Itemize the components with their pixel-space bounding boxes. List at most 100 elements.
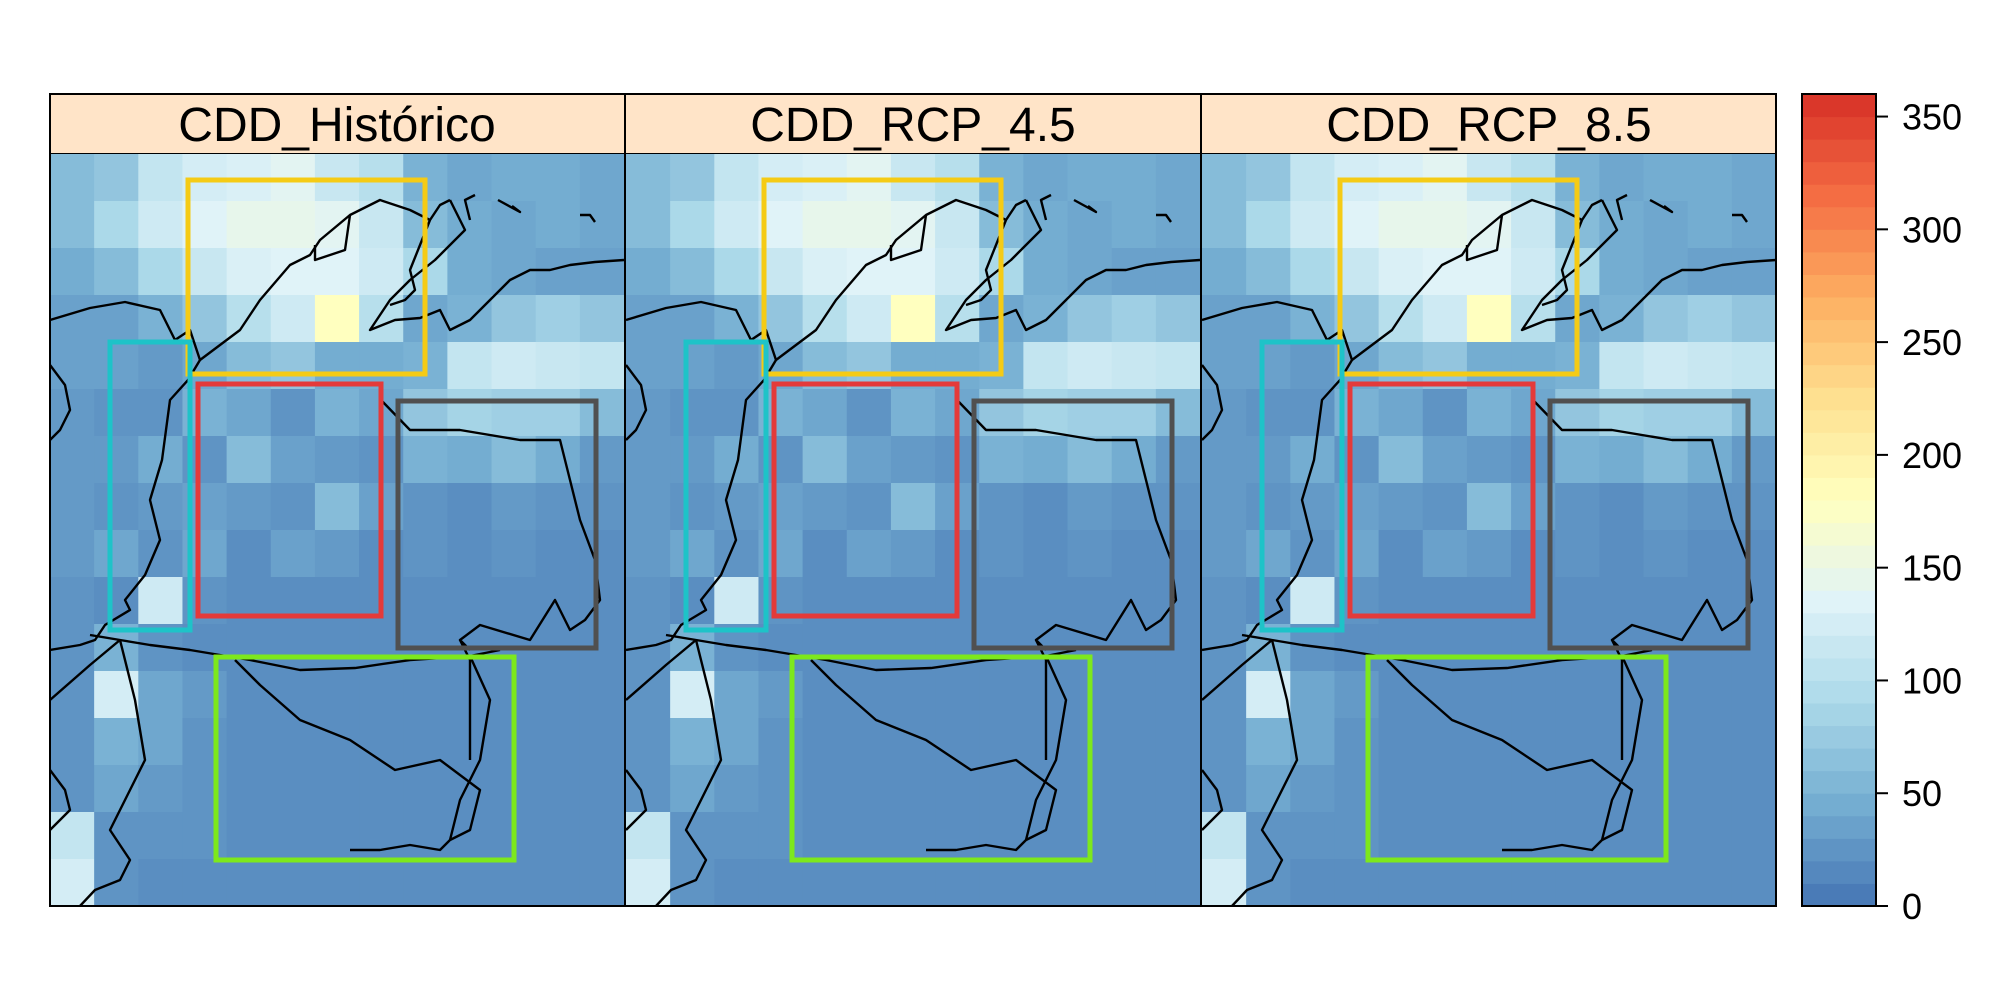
raster-cell bbox=[890, 248, 936, 296]
raster-cell bbox=[359, 201, 404, 249]
raster-cell bbox=[1202, 577, 1247, 625]
raster-cell bbox=[1023, 765, 1069, 813]
raster-cell bbox=[935, 859, 980, 907]
raster-cell bbox=[94, 718, 139, 766]
raster-cell bbox=[1246, 436, 1291, 484]
raster-cell bbox=[447, 342, 493, 390]
raster-cell bbox=[1687, 389, 1733, 437]
raster-cell bbox=[1290, 201, 1336, 249]
raster-cell bbox=[1555, 765, 1600, 813]
colorbar-band bbox=[1802, 409, 1876, 433]
raster-cell bbox=[314, 530, 360, 578]
raster-cell bbox=[226, 530, 272, 578]
colorbar-band bbox=[1802, 815, 1876, 839]
raster-cell bbox=[935, 718, 980, 766]
raster-cell bbox=[403, 812, 448, 860]
raster-cell bbox=[758, 812, 804, 860]
colorbar-band bbox=[1802, 770, 1876, 794]
raster-cell bbox=[1731, 765, 1777, 813]
coastline-segment bbox=[79, 639, 147, 906]
panel-rcp45: CDD_RCP_4.5 bbox=[626, 94, 1201, 907]
raster-cell bbox=[714, 201, 760, 249]
raster-cell bbox=[1111, 389, 1157, 437]
raster-cell bbox=[846, 483, 892, 531]
raster-cell bbox=[1067, 530, 1113, 578]
raster-cell bbox=[270, 483, 316, 531]
raster-cell bbox=[626, 812, 671, 860]
raster-cell bbox=[359, 718, 404, 766]
raster-cell bbox=[1687, 765, 1733, 813]
raster-cell bbox=[890, 812, 936, 860]
raster-cell bbox=[1290, 671, 1336, 719]
raster-cell bbox=[1687, 859, 1733, 907]
raster-cell bbox=[138, 812, 184, 860]
raster-cell bbox=[94, 530, 139, 578]
raster-cell bbox=[1378, 624, 1424, 672]
raster-cell bbox=[846, 718, 892, 766]
coastline-segment bbox=[50, 639, 121, 701]
raster-cell bbox=[979, 859, 1024, 907]
coastline-segment bbox=[1202, 300, 1354, 652]
raster-cell bbox=[1643, 436, 1689, 484]
raster-cell bbox=[1155, 342, 1201, 390]
raster-cell bbox=[491, 389, 537, 437]
raster-cell bbox=[1555, 389, 1600, 437]
raster-cell bbox=[94, 765, 139, 813]
raster-cell bbox=[579, 483, 625, 531]
raster-cell bbox=[1422, 201, 1468, 249]
raster-cell bbox=[226, 671, 272, 719]
coastline-segment bbox=[234, 659, 482, 852]
raster-cell bbox=[714, 765, 760, 813]
raster-cell bbox=[1555, 812, 1600, 860]
raster-cell bbox=[138, 248, 184, 296]
colorbar-band bbox=[1802, 161, 1876, 185]
raster-cell bbox=[1511, 718, 1556, 766]
coastline-segment bbox=[1386, 659, 1634, 852]
raster-cell bbox=[979, 530, 1024, 578]
colorbar-band bbox=[1802, 635, 1876, 659]
raster-cell bbox=[846, 389, 892, 437]
raster-cell bbox=[1290, 248, 1336, 296]
raster-cell bbox=[1111, 718, 1157, 766]
raster-cell bbox=[1511, 201, 1556, 249]
colorbar-band bbox=[1802, 477, 1876, 501]
raster-cell bbox=[1378, 859, 1424, 907]
raster-cell bbox=[1334, 671, 1380, 719]
raster-cell bbox=[758, 765, 804, 813]
raster-cell bbox=[491, 248, 537, 296]
coastline-segment bbox=[626, 364, 648, 441]
raster-cell bbox=[1466, 248, 1512, 296]
raster-cell bbox=[226, 389, 272, 437]
region-cyan-box bbox=[107, 339, 193, 633]
coastline-segment bbox=[199, 198, 451, 361]
raster-cell bbox=[1643, 859, 1689, 907]
raster-cell bbox=[182, 718, 228, 766]
raster-cell bbox=[359, 812, 404, 860]
raster-cell bbox=[491, 154, 537, 202]
raster-cell bbox=[802, 718, 848, 766]
raster-cell bbox=[403, 483, 448, 531]
colorbar-band bbox=[1802, 860, 1876, 884]
raster-cell bbox=[1155, 248, 1201, 296]
raster-cell bbox=[1511, 248, 1556, 296]
raster-cell bbox=[979, 765, 1024, 813]
raster-cell bbox=[1155, 483, 1201, 531]
raster-cell bbox=[979, 577, 1024, 625]
raster-cell bbox=[1731, 718, 1777, 766]
colorbar-band bbox=[1802, 680, 1876, 704]
raster-cell bbox=[1731, 483, 1777, 531]
raster-cell bbox=[979, 718, 1024, 766]
raster-cell bbox=[535, 812, 581, 860]
coastline-segment bbox=[389, 219, 432, 307]
region-gray-box bbox=[1547, 398, 1751, 651]
raster-cell bbox=[1023, 248, 1069, 296]
region-cyan-box bbox=[683, 339, 769, 633]
raster-cell bbox=[447, 154, 493, 202]
colorbar-band bbox=[1802, 883, 1876, 907]
region-boxes bbox=[107, 177, 599, 863]
region-green-box bbox=[213, 654, 517, 863]
raster-cell bbox=[626, 577, 671, 625]
raster-cell bbox=[1290, 483, 1336, 531]
colorbar-band bbox=[1802, 612, 1876, 636]
raster-cell bbox=[50, 530, 95, 578]
